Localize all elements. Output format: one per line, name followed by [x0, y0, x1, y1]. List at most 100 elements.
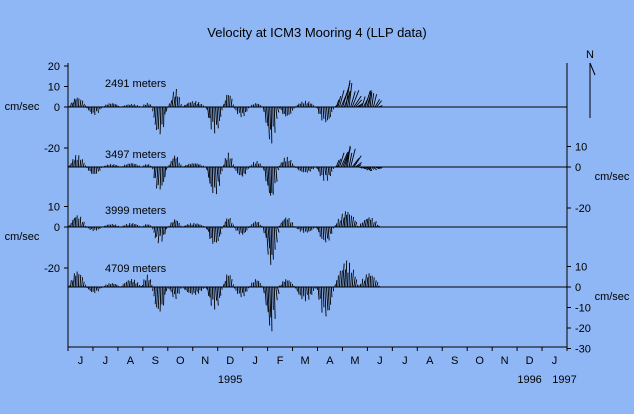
year-label: 1997 [552, 374, 576, 386]
velocity-stick [317, 286, 320, 300]
velocity-stick [275, 106, 278, 119]
velocity-stick [264, 166, 267, 182]
velocity-stick [238, 226, 240, 235]
velocity-stick [68, 285, 70, 288]
velocity-stick [376, 282, 379, 288]
velocity-stick [369, 91, 373, 108]
velocity-stick [317, 166, 320, 172]
velocity-stick [68, 225, 70, 228]
velocity-stick [205, 226, 208, 230]
velocity-stick [89, 106, 91, 112]
velocity-stick [218, 106, 221, 121]
velocity-stick [213, 226, 216, 243]
velocity-stick [120, 285, 123, 288]
series-0: -20 0 10 20 cm/sec 2491 meters [5, 61, 567, 155]
velocity-stick [180, 225, 182, 228]
velocity-stick [194, 286, 197, 295]
velocity-stick [169, 160, 172, 168]
month-label: M [350, 355, 359, 367]
velocity-stick [340, 213, 343, 228]
velocity-stick [215, 286, 218, 301]
velocity-stick [294, 226, 297, 228]
velocity-stick [95, 106, 98, 112]
velocity-stick [87, 226, 90, 229]
series-2: -20 0 10 cm/sec 3999 meters [5, 202, 567, 275]
velocity-stick [351, 216, 355, 228]
velocity-stick [230, 279, 233, 288]
velocity-stick [86, 166, 88, 169]
velocity-stick [157, 226, 160, 244]
velocity-stick [178, 97, 180, 108]
velocity-stick [222, 103, 225, 108]
velocity-stick [275, 286, 278, 301]
velocity-stick [270, 106, 273, 144]
velocity-stick [364, 274, 367, 288]
velocity-stick [306, 103, 308, 108]
velocity-stick [69, 222, 72, 228]
velocity-stick [369, 166, 373, 172]
velocity-stick [95, 286, 98, 291]
velocity-stick [270, 286, 273, 332]
velocity-stick [224, 280, 226, 288]
velocity-stick [71, 102, 74, 108]
velocity-stick [372, 277, 375, 288]
velocity-stick [347, 91, 351, 108]
velocity-stick [266, 166, 269, 186]
velocity-stick [132, 281, 134, 288]
velocity-stick [366, 218, 369, 228]
velocity-stick [264, 286, 267, 306]
velocity-stick [342, 263, 345, 288]
velocity-stick [169, 100, 173, 108]
velocity-stick [153, 166, 156, 179]
velocity-stick [78, 98, 80, 108]
velocity-stick [216, 226, 219, 241]
velocity-stick [183, 225, 185, 228]
month-label: S [451, 355, 458, 367]
value-tick-label: 10 [575, 142, 587, 154]
velocity-stick [348, 152, 353, 168]
velocity-stick [159, 226, 162, 237]
velocity-stick [372, 222, 375, 228]
velocity-stick [335, 280, 338, 288]
value-tick-label: 0 [575, 282, 581, 294]
velocity-stick [267, 226, 271, 249]
series-1: -20 0 10 cm/sec 3497 meters [68, 142, 630, 215]
velocity-stick [164, 226, 167, 235]
velocity-stick [353, 95, 362, 108]
velocity-stick [363, 280, 366, 288]
velocity-stick [197, 101, 200, 108]
velocity-stick [95, 166, 98, 174]
month-label: F [277, 355, 284, 367]
velocity-stick [350, 148, 356, 168]
velocity-stick [329, 166, 331, 177]
velocity-stick [329, 106, 331, 117]
velocity-stick [330, 286, 333, 298]
velocity-stick [373, 166, 377, 171]
velocity-stick [194, 224, 197, 228]
velocity-stick [350, 215, 353, 228]
month-label: O [475, 355, 484, 367]
velocity-stick [378, 105, 383, 108]
velocity-stick [273, 226, 276, 250]
velocity-stick [348, 82, 353, 108]
velocity-stick [230, 98, 233, 108]
velocity-stick [130, 278, 133, 288]
velocity-stick [168, 286, 170, 290]
velocity-stick [215, 226, 218, 243]
velocity-stick [159, 106, 162, 135]
velocity-stick [68, 165, 70, 168]
velocity-stick [81, 100, 84, 108]
velocity-stick [71, 219, 74, 228]
velocity-stick [213, 106, 216, 134]
velocity-stick [356, 164, 362, 168]
velocity-stick [98, 106, 101, 110]
value-tick-label: 20 [48, 61, 60, 73]
velocity-stick [232, 224, 235, 228]
velocity-stick [289, 222, 292, 228]
velocity-stick [86, 286, 88, 289]
velocity-stick [84, 105, 87, 108]
velocity-stick [232, 284, 235, 288]
velocity-stick [241, 286, 244, 293]
velocity-stick [196, 103, 198, 108]
velocity-stick [374, 166, 380, 170]
